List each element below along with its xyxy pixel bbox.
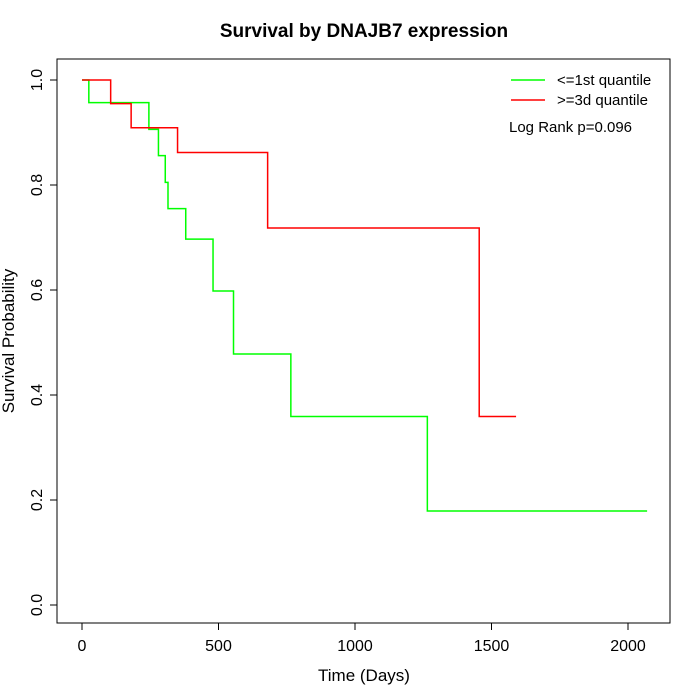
legend-label-0: <=1st quantile [557, 72, 651, 89]
x-tick-label: 1500 [474, 638, 510, 655]
y-axis: 0.0 0.2 0.4 0.6 0.8 1.0 [29, 69, 58, 616]
x-tick-label: 500 [205, 638, 232, 655]
y-tick-label: 0.0 [29, 594, 46, 616]
y-tick-label: 0.6 [29, 279, 46, 301]
x-axis: 0 500 1000 1500 2000 [78, 622, 646, 655]
log-rank-annotation: Log Rank p=0.096 [509, 119, 632, 136]
x-tick-label: 0 [78, 638, 87, 655]
y-tick-label: 0.2 [29, 489, 46, 511]
legend: <=1st quantile >=3d quantile [511, 72, 651, 109]
series-layer [82, 79, 648, 512]
y-axis-label: Survival Probability [0, 268, 18, 413]
series-line-0 [82, 79, 648, 512]
series-line-1 [82, 79, 517, 418]
y-tick-label: 0.4 [29, 384, 46, 406]
x-axis-label: Time (Days) [318, 666, 410, 685]
x-tick-label: 1000 [337, 638, 373, 655]
chart-title: Survival by DNAJB7 expression [220, 21, 508, 42]
x-tick-label: 2000 [610, 638, 646, 655]
y-tick-label: 0.8 [29, 174, 46, 196]
legend-label-1: >=3d quantile [557, 92, 648, 109]
y-tick-label: 1.0 [29, 69, 46, 91]
